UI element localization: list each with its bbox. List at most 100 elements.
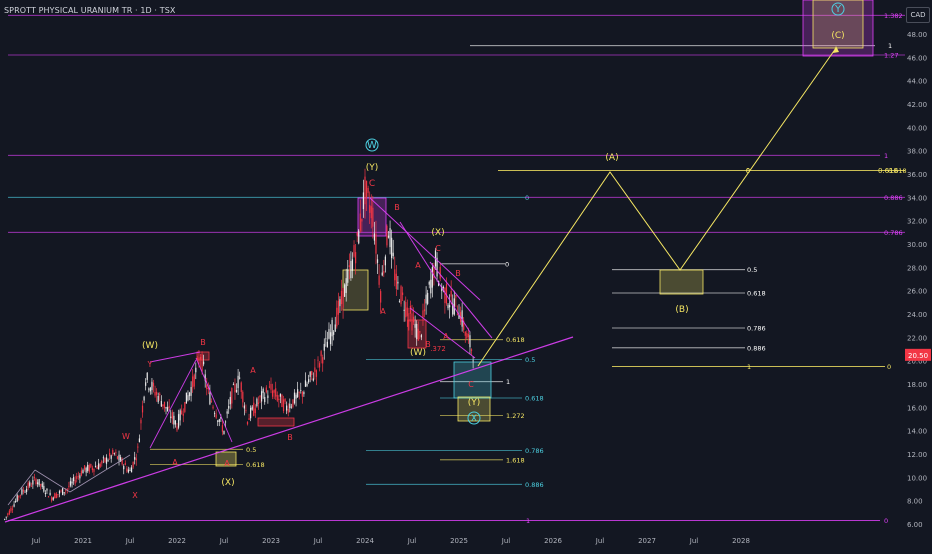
candle-body: [5, 516, 7, 518]
candle-body: [71, 481, 73, 484]
y-tick-label: 12.00: [907, 451, 927, 459]
candle-body: [287, 409, 289, 413]
candle-body: [154, 392, 156, 396]
candle-body: [445, 284, 448, 304]
projection-layer: (A) (B) (C): [477, 31, 845, 367]
candle-body: [231, 388, 233, 404]
candle-body: [123, 466, 125, 470]
candle-body: [88, 465, 90, 472]
candle-body: [300, 390, 302, 391]
currency-button[interactable]: CAD: [906, 7, 930, 23]
candle-body: [209, 392, 211, 405]
candle-body: [333, 331, 335, 335]
candle-body: [30, 485, 32, 487]
candle-body: [278, 398, 280, 400]
candle-body: [54, 493, 56, 499]
candle-body: [107, 460, 109, 462]
candle-body: [118, 454, 120, 461]
candle-body: [181, 410, 183, 415]
trendline: [409, 307, 476, 359]
trendline: [4, 336, 574, 523]
candle-body: [10, 507, 12, 512]
candle-body: [228, 405, 230, 409]
candle-body: [57, 494, 59, 495]
y-tick-label: 30.00: [907, 241, 927, 249]
wave-label: A: [415, 261, 421, 270]
candle-body: [21, 489, 23, 495]
y-tick-label: 24.00: [907, 311, 927, 319]
candle-body: [130, 467, 133, 473]
candle-body: [185, 392, 187, 404]
candle-body: [51, 497, 53, 501]
wave-label: (X): [431, 228, 444, 238]
y-tick-label: 20.00: [907, 358, 927, 366]
candle-body: [43, 485, 45, 492]
candle-body: [8, 510, 10, 515]
candle-body: [358, 230, 360, 244]
candle-body: [49, 492, 51, 496]
candle-body: [93, 468, 95, 472]
candle-body: [121, 458, 123, 465]
last-price-label: 20.50: [908, 352, 928, 360]
candle-body: [192, 376, 194, 388]
candle-body: [356, 232, 358, 236]
candle-body: [289, 403, 291, 409]
candle-body: [436, 257, 438, 277]
time-axis[interactable]: Jul 2021 Jul 2022 Jul 2023 Jul 2024 Jul 2025 Jul 20…: [31, 537, 750, 545]
fib-level-label: 0.618: [246, 461, 265, 469]
candle-body: [224, 421, 227, 423]
candle-body: [206, 384, 208, 390]
x-tick-label: Jul: [501, 537, 511, 545]
candle-body: [232, 384, 234, 386]
candle-body: [198, 357, 200, 365]
wave-label: 0.618: [878, 167, 898, 175]
candle-body: [397, 281, 399, 284]
wave-label: (Y): [366, 163, 379, 173]
candle-body: [239, 377, 241, 379]
fib-level-label: 0.5: [525, 356, 535, 364]
candle-body: [254, 408, 256, 414]
candle-body: [469, 335, 471, 348]
candle-body: [63, 492, 65, 494]
candle-body: [347, 269, 349, 283]
candle-body: [58, 491, 61, 494]
price-candles-layer: [4, 168, 474, 521]
y-tick-label: 14.00: [907, 428, 927, 436]
price-axis[interactable]: 6.00 8.00 10.00 12.00 14.00 16.00 18.00 20.00 22…: [905, 31, 931, 529]
candle-body: [151, 381, 153, 391]
candle-body: [306, 383, 308, 386]
wave-label: B: [394, 203, 400, 212]
candle-body: [340, 290, 343, 305]
y-tick-label: 42.00: [907, 101, 927, 109]
fib-level-label: 0.886: [747, 344, 766, 352]
candle-body: [190, 387, 192, 396]
candle-body: [430, 279, 432, 294]
candle-body: [458, 314, 460, 319]
candle-body: [226, 411, 228, 414]
candle-body: [152, 382, 155, 387]
candle-body: [428, 281, 430, 285]
fib-level-label: 0.886: [525, 481, 544, 489]
candle-body: [212, 406, 214, 409]
candle-body: [259, 395, 261, 398]
candle-body: [7, 513, 9, 515]
candle-body: [141, 405, 144, 413]
candle-body: [250, 407, 252, 419]
x-tick-label: 2024: [356, 537, 374, 545]
x-tick-label: 2026: [544, 537, 562, 545]
y-tick-label: 38.00: [907, 148, 927, 156]
wave-label: A: [250, 366, 256, 375]
candle-body: [112, 450, 114, 454]
candle-body: [218, 419, 220, 422]
x-tick-label: 2027: [638, 537, 656, 545]
candle-body: [105, 457, 108, 464]
candle-body: [295, 394, 297, 399]
candle-body: [40, 484, 42, 486]
y-tick-label: 6.00: [907, 521, 923, 529]
candle-body: [199, 356, 202, 360]
candle-body: [195, 367, 197, 373]
candle-body: [370, 206, 372, 219]
y-tick-label: 40.00: [907, 124, 927, 132]
